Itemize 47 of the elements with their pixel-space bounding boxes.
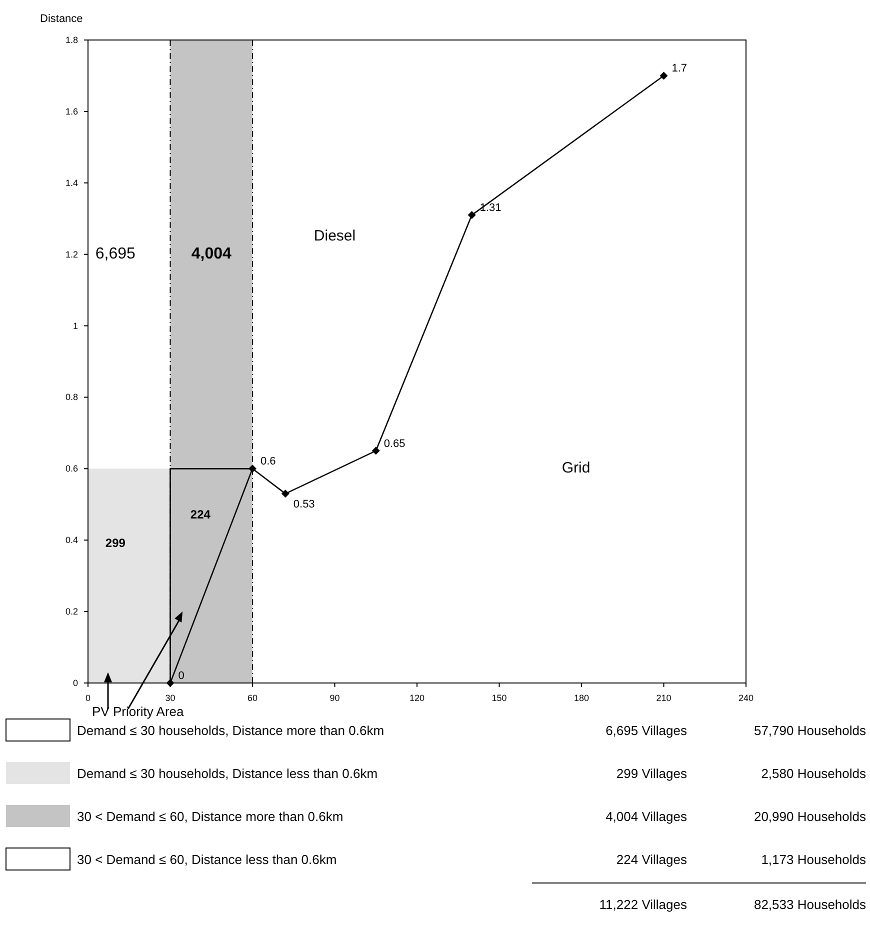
text: 6,695 Villages	[606, 723, 688, 738]
x-tick-label: 150	[492, 693, 507, 703]
text: 2,580 Households	[761, 766, 866, 781]
text: 82,533 Households	[754, 897, 866, 912]
text: 30 < Demand ≤ 60, Distance more than 0.6km	[77, 809, 344, 824]
y-axis-title: Distance	[40, 13, 83, 25]
data-label: 0.65	[384, 438, 406, 450]
x-tick-label: 240	[738, 693, 754, 703]
y-tick-label: 0.8	[65, 392, 78, 402]
y-tick-label: 0.2	[65, 606, 78, 617]
y-tick-label: 1	[72, 320, 78, 331]
annotation: Grid	[562, 460, 590, 477]
data-label: 0	[178, 670, 184, 682]
text: Demand ≤ 30 households, Distance less than 0.6km	[77, 766, 378, 781]
annotation: 224	[190, 507, 211, 522]
annotation: Diesel	[314, 227, 356, 244]
text: 4,004 Villages	[606, 809, 688, 824]
text: Demand ≤ 30 households, Distance more than 0.6km	[77, 723, 384, 738]
x-tick-label: 210	[656, 693, 672, 703]
text: 1,173 Households	[761, 852, 866, 867]
y-tick-label: 0.6	[65, 464, 78, 474]
x-tick-label: 90	[330, 693, 340, 703]
text: 11,222 Villages	[599, 897, 688, 912]
y-tick-label: 1.2	[65, 249, 78, 260]
data-label: 0.6	[260, 456, 276, 468]
data-label: 1.7	[672, 62, 688, 75]
x-tick-label: 0	[85, 693, 91, 703]
annotation: 299	[105, 536, 126, 550]
text: PV Priority Area	[92, 704, 185, 719]
text: 224 Villages	[616, 852, 688, 867]
x-tick-label: 60	[247, 693, 258, 703]
text: 57,790 Households	[754, 723, 866, 738]
y-tick-label: 1.8	[65, 35, 78, 45]
x-tick-label: 120	[409, 693, 425, 703]
text: 20,990 Households	[754, 809, 866, 824]
y-tick-label: 1.6	[65, 106, 78, 116]
text: 30 < Demand ≤ 60, Distance less than 0.6km	[77, 852, 337, 867]
y-tick-label: 1.4	[65, 178, 78, 188]
x-tick-label: 180	[574, 693, 590, 703]
annotation: 6,695	[95, 246, 136, 263]
data-label: 0.53	[293, 498, 315, 511]
x-tick-label: 30	[165, 693, 176, 703]
data-label: 1.31	[480, 202, 502, 214]
annotation: 4,004	[191, 246, 232, 263]
text: 299 Villages	[616, 766, 688, 781]
y-tick-label: 0.4	[65, 535, 78, 546]
y-tick-label: 0	[72, 678, 78, 688]
